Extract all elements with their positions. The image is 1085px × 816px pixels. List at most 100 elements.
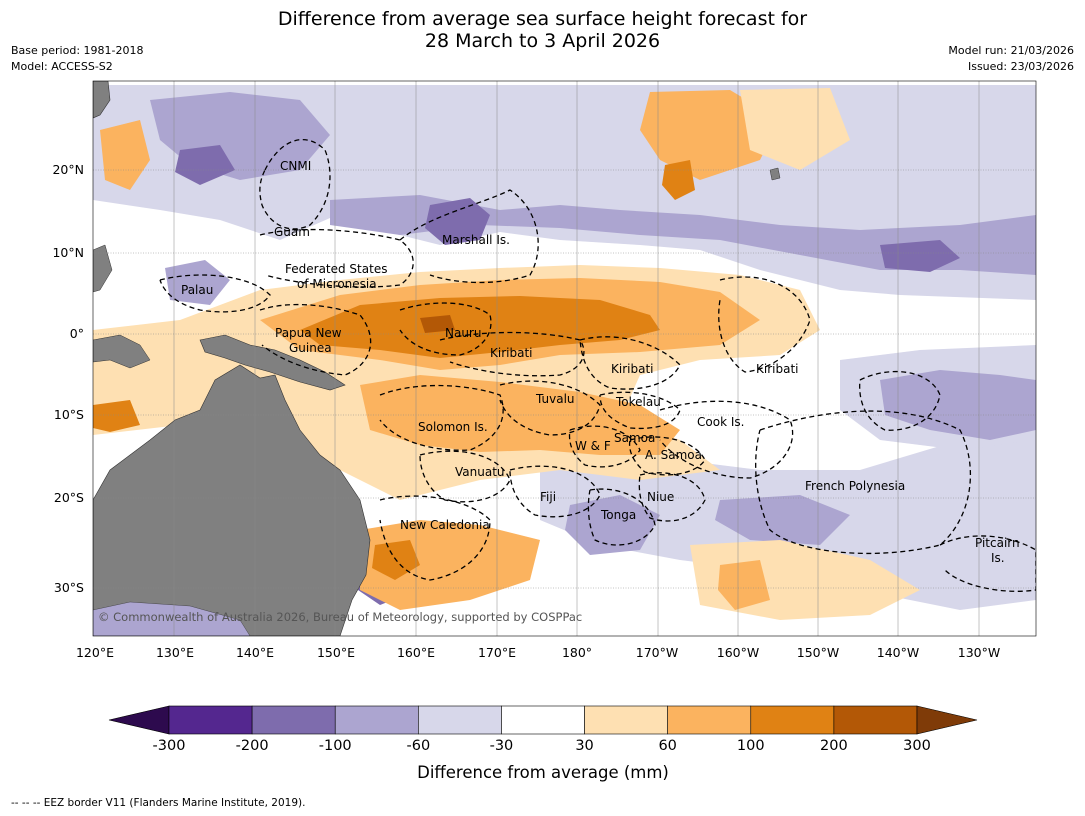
base-period: Base period: 1981-2018 bbox=[11, 44, 144, 57]
lon-label: 140°E bbox=[236, 645, 274, 660]
model-name: Model: ACCESS-S2 bbox=[11, 60, 113, 73]
lat-label: 10°S bbox=[54, 407, 84, 422]
map-frame bbox=[92, 80, 1037, 637]
title-line-1: Difference from average sea surface heig… bbox=[277, 8, 808, 30]
colorbar-segment bbox=[667, 705, 752, 735]
lon-label: 130°E bbox=[156, 645, 194, 660]
place-label: Tokelau bbox=[615, 395, 661, 409]
colorbar-tick-label: 60 bbox=[658, 738, 676, 754]
positive-anomaly-philippine bbox=[100, 120, 150, 190]
lon-label: 140°W bbox=[877, 645, 919, 660]
place-label: Kiribati bbox=[490, 346, 532, 360]
colorbar-tick-label: -200 bbox=[236, 738, 269, 754]
colorbar-segment bbox=[501, 705, 585, 735]
colorbar-tick-label: 30 bbox=[575, 738, 593, 754]
negative-anomaly-french-polynesia bbox=[715, 495, 850, 545]
land-masses bbox=[93, 81, 781, 636]
positive-anomaly-north-east bbox=[740, 88, 850, 170]
place-label: Kiribati bbox=[611, 362, 653, 376]
colorbar-extension-low bbox=[108, 705, 170, 735]
negative-anomaly-palau bbox=[165, 260, 230, 305]
place-label: W & F bbox=[575, 439, 611, 453]
place-label: Marshall Is. bbox=[442, 233, 510, 247]
negative-anomaly-west-core bbox=[175, 145, 235, 185]
philippines-landmass bbox=[93, 81, 111, 119]
place-label: Nauru bbox=[445, 326, 481, 340]
lon-label: 170°E bbox=[478, 645, 516, 660]
colorbar-tick-label: -300 bbox=[153, 738, 186, 754]
place-label: Samoa bbox=[614, 431, 655, 445]
place-label: Guinea bbox=[289, 341, 332, 355]
issued-date: Issued: 23/03/2026 bbox=[967, 60, 1074, 73]
negative-anomaly-core-marshall bbox=[425, 198, 490, 245]
positive-anomaly-south-east-core bbox=[718, 560, 770, 610]
negative-anomaly-core-east bbox=[880, 240, 960, 272]
place-label: Vanuatu bbox=[455, 465, 505, 479]
lon-label: 160°W bbox=[717, 645, 759, 660]
latitude-labels: 20°N 10°N 0° 10°S 20°S 30°S bbox=[52, 162, 84, 595]
new-zealand-north bbox=[93, 601, 251, 636]
place-labels: CNMI Guam Marshall Is. Federated States … bbox=[181, 159, 1020, 565]
negative-anomaly-east-core bbox=[880, 370, 1036, 440]
place-label: French Polynesia bbox=[805, 479, 905, 493]
lon-label: 150°E bbox=[317, 645, 355, 660]
place-label: Fiji bbox=[540, 490, 556, 504]
place-label: New Caledonia bbox=[400, 518, 490, 532]
eez-footnote: -- -- -- EEZ border V11 (Flanders Marine… bbox=[11, 797, 306, 809]
colorbar: -300 -200 -100 -60 -30 30 60 100 200 300 Differenc… bbox=[108, 705, 978, 782]
colorbar-tick-label: 100 bbox=[737, 738, 765, 754]
colorbar-segment bbox=[750, 705, 835, 735]
hawaii-island bbox=[769, 167, 781, 181]
map-title: Difference from average sea surface heig… bbox=[0, 8, 1085, 52]
place-label: Niue bbox=[647, 490, 674, 504]
colorbar-label: Difference from average (mm) bbox=[417, 763, 669, 782]
place-label: Pitcairn bbox=[975, 536, 1020, 550]
positive-anomaly-far-west bbox=[93, 400, 140, 432]
title-line-2: 28 March to 3 April 2026 bbox=[424, 30, 661, 52]
colorbar-tick-label: 200 bbox=[820, 738, 848, 754]
colorbar-tick-label: -100 bbox=[319, 738, 352, 754]
place-label: Cook Is. bbox=[697, 415, 744, 429]
colorbar-segment bbox=[334, 705, 419, 735]
place-label: A. Samoa bbox=[645, 448, 702, 462]
lon-label: 180° bbox=[562, 645, 592, 660]
place-label: Solomon Is. bbox=[418, 420, 488, 434]
place-label: Tonga bbox=[600, 508, 636, 522]
lon-label: 170°W bbox=[636, 645, 678, 660]
meta-right: Model run: 21/03/2026 Issued: 23/03/2026 bbox=[948, 43, 1074, 75]
positive-anomaly-shading bbox=[93, 88, 920, 620]
place-label: Tuvalu bbox=[535, 392, 575, 406]
positive-anomaly-north-hawaii-core bbox=[662, 160, 695, 200]
place-label: Federated States bbox=[285, 262, 387, 276]
lon-label: 120°E bbox=[76, 645, 114, 660]
lon-label: 150°W bbox=[797, 645, 839, 660]
colorbar-segment bbox=[168, 705, 253, 735]
lon-label: 130°W bbox=[958, 645, 1000, 660]
place-label: Guam bbox=[274, 225, 310, 239]
colorbar-tick-label: 300 bbox=[903, 738, 931, 754]
colorbar-segment bbox=[251, 705, 336, 735]
lat-label: 20°S bbox=[54, 490, 84, 505]
new-guinea-landmass bbox=[199, 334, 346, 391]
colorbar-tick-label: -30 bbox=[490, 738, 514, 754]
lat-label: 0° bbox=[70, 326, 84, 341]
copyright-notice: © Commonwealth of Australia 2026, Bureau… bbox=[98, 610, 582, 624]
positive-anomaly-solomon-band bbox=[360, 375, 680, 455]
place-label: Palau bbox=[181, 283, 213, 297]
positive-anomaly-core-equator bbox=[300, 296, 660, 358]
model-run: Model run: 21/03/2026 bbox=[948, 44, 1074, 57]
place-label: CNMI bbox=[280, 159, 311, 173]
lon-label: 160°E bbox=[397, 645, 435, 660]
place-label: Is. bbox=[991, 551, 1005, 565]
borneo-edge bbox=[93, 244, 113, 293]
lat-label: 30°S bbox=[54, 580, 84, 595]
indonesia-islands bbox=[93, 334, 151, 369]
negative-anomaly-band-north-mid bbox=[330, 195, 1036, 275]
lat-label: 20°N bbox=[52, 162, 84, 177]
place-label: Papua New bbox=[275, 326, 342, 340]
colorbar-extension-high bbox=[916, 705, 978, 735]
colorbar-segment bbox=[418, 705, 502, 735]
place-label: of Micronesia bbox=[297, 277, 377, 291]
graticule bbox=[93, 81, 1036, 636]
